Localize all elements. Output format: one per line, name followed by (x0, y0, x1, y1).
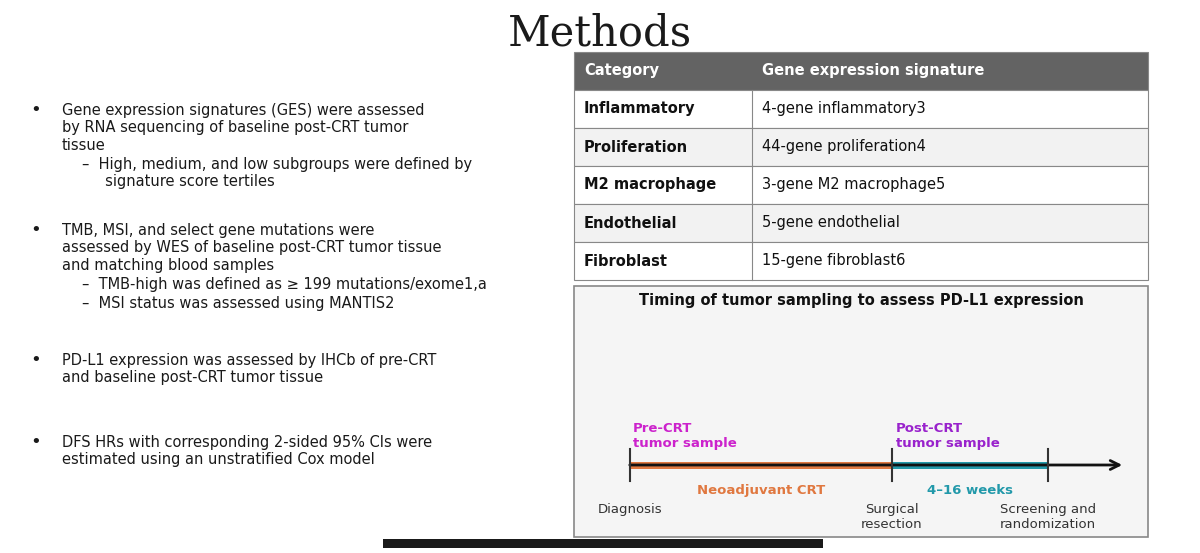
Text: TMB, MSI, and select gene mutations were
assessed by WES of baseline post-CRT tu: TMB, MSI, and select gene mutations were… (62, 223, 442, 273)
Text: Gene expression signature: Gene expression signature (762, 64, 984, 79)
Text: Gene expression signatures (GES) were assessed
by RNA sequencing of baseline pos: Gene expression signatures (GES) were as… (62, 103, 425, 153)
Text: Timing of tumor sampling to assess PD-L1 expression: Timing of tumor sampling to assess PD-L1… (638, 293, 1084, 307)
Text: 4–16 weeks: 4–16 weeks (928, 484, 1013, 497)
Text: •: • (31, 221, 41, 239)
Text: •: • (31, 351, 41, 369)
Text: Neoadjuvant CRT: Neoadjuvant CRT (697, 484, 826, 497)
Text: Proliferation: Proliferation (584, 139, 688, 154)
Text: Methods: Methods (508, 12, 692, 54)
Text: 4-gene inflammatory3: 4-gene inflammatory3 (762, 102, 925, 117)
Text: Post-CRT: Post-CRT (896, 422, 964, 436)
Text: PD-L1 expression was assessed by IHCb of pre-CRT
and baseline post-CRT tumor tis: PD-L1 expression was assessed by IHCb of… (62, 353, 437, 385)
Bar (574, 166, 1148, 204)
Text: •: • (31, 433, 41, 451)
Text: tumor sample: tumor sample (634, 436, 737, 450)
Text: Fibroblast: Fibroblast (584, 253, 668, 269)
Text: Endothelial: Endothelial (584, 216, 678, 231)
Text: DFS HRs with corresponding 2-sided 95% CIs were
estimated using an unstratified : DFS HRs with corresponding 2-sided 95% C… (62, 435, 432, 467)
Text: Diagnosis: Diagnosis (598, 503, 662, 516)
Text: –  MSI status was assessed using MANTIS2: – MSI status was assessed using MANTIS2 (82, 296, 395, 311)
Text: Surgical
resection: Surgical resection (862, 503, 923, 531)
Text: Inflammatory: Inflammatory (584, 102, 696, 117)
Text: –  High, medium, and low subgroups were defined by
     signature score tertiles: – High, medium, and low subgroups were d… (82, 156, 472, 189)
Text: •: • (31, 101, 41, 119)
Text: 5-gene endothelial: 5-gene endothelial (762, 216, 900, 231)
Text: Category: Category (584, 64, 659, 79)
Text: 3-gene M2 macrophage5: 3-gene M2 macrophage5 (762, 178, 946, 192)
Bar (574, 90, 1148, 128)
Text: 15-gene fibroblast6: 15-gene fibroblast6 (762, 253, 905, 269)
Bar (574, 242, 1148, 280)
Bar (574, 204, 1148, 242)
Text: M2 macrophage: M2 macrophage (584, 178, 716, 192)
Bar (574, 128, 1148, 166)
Text: tumor sample: tumor sample (896, 436, 1000, 450)
Text: –  TMB-high was defined as ≥ 199 mutations/exome1,a: – TMB-high was defined as ≥ 199 mutation… (82, 276, 487, 291)
Text: Pre-CRT: Pre-CRT (634, 422, 692, 436)
Bar (574, 286, 1148, 537)
Text: 44-gene proliferation4: 44-gene proliferation4 (762, 139, 926, 154)
Bar (630, 462, 892, 468)
Bar (383, 539, 823, 548)
Text: Screening and
randomization: Screening and randomization (1000, 503, 1096, 531)
Bar (574, 52, 1148, 90)
Bar (892, 462, 1048, 468)
